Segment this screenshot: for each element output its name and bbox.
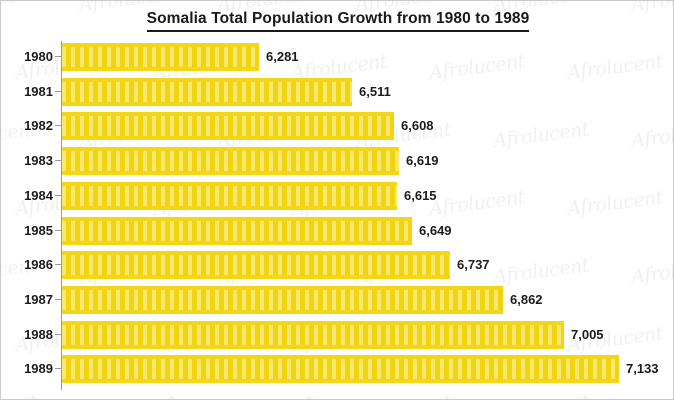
chart-title: Somalia Total Population Growth from 198…	[1, 10, 673, 32]
category-label-1983: 1983	[24, 153, 53, 169]
bar-1985[interactable]	[62, 216, 412, 245]
bar-value-label-1987: 6,862	[510, 291, 543, 307]
chart-title-text: Somalia Total Population Growth from 198…	[146, 10, 530, 32]
bar-value-label-1985: 6,649	[419, 222, 452, 238]
chart-row: 1987 6,862	[1, 284, 673, 316]
bar-1988[interactable]	[62, 320, 564, 349]
chart-row: 1988 7,005	[1, 319, 673, 351]
bar-1987[interactable]	[62, 285, 503, 314]
axis-tick	[55, 194, 61, 196]
bar-value-label-1983: 6,619	[406, 153, 439, 169]
bar-1983[interactable]	[62, 147, 399, 176]
chart-row: 1982 6,608	[1, 110, 673, 142]
category-label-1989: 1989	[24, 361, 53, 377]
bar-value-label-1989: 7,133	[626, 361, 659, 377]
y-axis-line	[61, 41, 62, 390]
bar-1980[interactable]	[62, 43, 259, 71]
bar-1984[interactable]	[62, 181, 397, 210]
axis-tick	[55, 333, 61, 335]
bar-1989[interactable]	[62, 355, 619, 384]
category-label-1987: 1987	[24, 291, 53, 307]
chart-row: 1985 6,649	[1, 215, 673, 247]
bar-value-label-1984: 6,615	[404, 187, 437, 203]
bar-value-label-1982: 6,608	[401, 118, 434, 134]
category-label-1986: 1986	[24, 257, 53, 273]
axis-tick	[55, 56, 61, 57]
plot-area: 1980 6,281 1981 6,511 1982 6,608 1983 6,619 1984…	[1, 41, 673, 396]
category-label-1984: 1984	[24, 187, 53, 203]
category-label-1980: 1980	[24, 49, 53, 64]
axis-tick	[55, 298, 61, 300]
category-label-1981: 1981	[24, 83, 53, 99]
axis-tick	[55, 125, 61, 127]
chart-row: 1989 7,133	[1, 353, 673, 385]
axis-tick	[55, 229, 61, 231]
bar-1982[interactable]	[62, 112, 394, 141]
chart-row: 1986 6,737	[1, 249, 673, 281]
bar-value-label-1980: 6,281	[266, 49, 299, 64]
category-label-1985: 1985	[24, 222, 53, 238]
axis-tick	[55, 368, 61, 370]
category-label-1982: 1982	[24, 118, 53, 134]
chart-row: 1983 6,619	[1, 145, 673, 177]
axis-tick	[55, 90, 61, 92]
chart-row: 1984 6,615	[1, 180, 673, 212]
chart-row: 1980 6,281	[1, 41, 673, 73]
bar-1981[interactable]	[62, 77, 352, 106]
axis-tick	[55, 160, 61, 162]
axis-tick	[55, 264, 61, 266]
bar-1986[interactable]	[62, 251, 450, 280]
chart-row: 1981 6,511	[1, 76, 673, 108]
bar-value-label-1981: 6,511	[359, 83, 391, 99]
bar-value-label-1986: 6,737	[457, 257, 490, 273]
bar-value-label-1988: 7,005	[571, 326, 604, 342]
category-label-1988: 1988	[24, 326, 53, 342]
